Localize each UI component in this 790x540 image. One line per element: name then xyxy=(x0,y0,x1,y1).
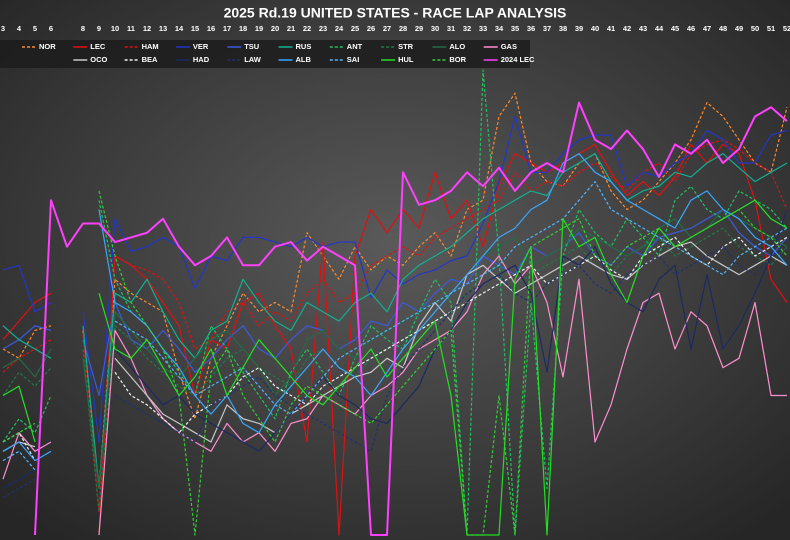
legend-label: HUL xyxy=(398,55,414,64)
legend-label: TSU xyxy=(244,42,259,51)
x-tick-label: 42 xyxy=(623,24,631,33)
legend-label: NOR xyxy=(39,42,56,51)
x-tick-label: 4 xyxy=(17,24,22,33)
x-tick-label: 35 xyxy=(511,24,519,33)
x-tick-label: 50 xyxy=(751,24,759,33)
x-tick-label: 27 xyxy=(383,24,391,33)
x-tick-label: 51 xyxy=(767,24,775,33)
x-tick-label: 46 xyxy=(687,24,695,33)
x-tick-label: 44 xyxy=(655,24,664,33)
series-line xyxy=(2,255,787,536)
x-tick-label: 40 xyxy=(591,24,599,33)
plot-area xyxy=(2,69,788,536)
x-tick-label: 36 xyxy=(527,24,535,33)
x-tick-label: 14 xyxy=(175,24,184,33)
series-line xyxy=(2,190,788,536)
x-tick-label: 52 xyxy=(783,24,790,33)
x-tick-label: 38 xyxy=(559,24,567,33)
chart-title: 2025 Rd.19 UNITED STATES - RACE LAP ANAL… xyxy=(224,5,567,21)
x-tick-label: 6 xyxy=(49,24,53,33)
x-tick-label: 24 xyxy=(335,24,344,33)
x-tick-label: 3 xyxy=(1,24,5,33)
x-tick-label: 17 xyxy=(223,24,231,33)
x-tick-label: 43 xyxy=(639,24,647,33)
legend-label: ANT xyxy=(347,42,363,51)
x-tick-label: 22 xyxy=(303,24,311,33)
x-tick-label: 25 xyxy=(351,24,359,33)
legend: NOR LEC HAM VER TSU RUS ANT STR ALO GAS OCO BEA HAD L… xyxy=(22,42,535,64)
legend-label: LEC xyxy=(90,42,106,51)
x-tick-label: 48 xyxy=(719,24,727,33)
legend-label: HAD xyxy=(193,55,210,64)
x-tick-label: 34 xyxy=(495,24,504,33)
x-tick-label: 28 xyxy=(399,24,407,33)
legend-label: STR xyxy=(398,42,414,51)
legend-label: OCO xyxy=(90,55,107,64)
x-tick-label: 23 xyxy=(319,24,327,33)
legend-label: 2024 LEC xyxy=(501,55,535,64)
legend-label: SAI xyxy=(347,55,360,64)
x-tick-label: 26 xyxy=(367,24,375,33)
x-tick-label: 41 xyxy=(607,24,615,33)
x-tick-label: 12 xyxy=(143,24,151,33)
x-tick-label: 18 xyxy=(239,24,247,33)
legend-label: HAM xyxy=(142,42,159,51)
legend-label: GAS xyxy=(501,42,517,51)
x-tick-label: 15 xyxy=(191,24,199,33)
x-tick-label: 45 xyxy=(671,24,679,33)
x-tick-label: 20 xyxy=(271,24,279,33)
x-tick-label: 32 xyxy=(463,24,471,33)
series-line xyxy=(2,115,788,443)
series-line xyxy=(2,139,788,513)
x-tick-label: 30 xyxy=(431,24,439,33)
legend-label: ALB xyxy=(296,55,312,64)
legend-label: BOR xyxy=(449,55,466,64)
legend-label: RUS xyxy=(296,42,312,51)
x-tick-label: 37 xyxy=(543,24,551,33)
x-tick-label: 10 xyxy=(111,24,119,33)
x-tick-label: 39 xyxy=(575,24,583,33)
x-tick-label: 8 xyxy=(81,24,85,33)
series-line xyxy=(2,153,788,462)
legend-label: ALO xyxy=(449,42,465,51)
legend-label: VER xyxy=(193,42,209,51)
series-line xyxy=(34,101,788,536)
x-tick-label: 21 xyxy=(287,24,295,33)
x-tick-label: 13 xyxy=(159,24,167,33)
x-tick-label: 29 xyxy=(415,24,423,33)
legend-box xyxy=(0,40,530,68)
x-tick-label: 19 xyxy=(255,24,263,33)
legend-label: LAW xyxy=(244,55,262,64)
series-line xyxy=(2,92,788,490)
x-tick-label: 33 xyxy=(479,24,487,33)
x-tick-label: 49 xyxy=(735,24,743,33)
x-tick-label: 47 xyxy=(703,24,711,33)
x-tick-label: 16 xyxy=(207,24,215,33)
x-tick-label: 11 xyxy=(127,24,135,33)
x-tick-label: 31 xyxy=(447,24,455,33)
x-tick-label: 9 xyxy=(97,24,101,33)
x-tick-label: 5 xyxy=(33,24,37,33)
series-line xyxy=(2,199,788,536)
legend-label: BEA xyxy=(142,55,158,64)
